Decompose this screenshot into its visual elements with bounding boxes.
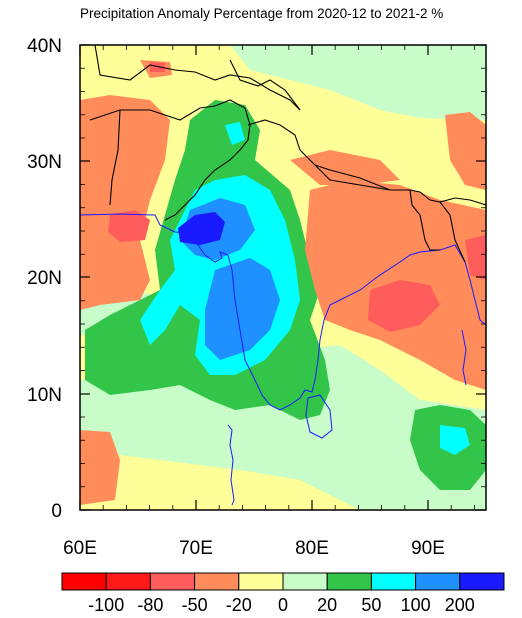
indian-coast — [80, 213, 486, 411]
field-light-green-south — [80, 345, 486, 510]
x-tick-label: 70E — [179, 538, 213, 559]
field-cyan-east — [440, 425, 470, 455]
x-tick-label: 80E — [295, 538, 329, 559]
color-bar-label: 200 — [445, 595, 475, 615]
color-bar-swatch — [149, 572, 196, 591]
field-orange-northeast — [290, 150, 400, 185]
country-borders — [89, 45, 486, 263]
y-tick-label: 10N — [27, 385, 62, 406]
color-bar-label: 100 — [401, 595, 431, 615]
color-bar-swatch — [326, 572, 372, 591]
maldives-coast — [227, 424, 235, 506]
color-bar-label: -20 — [226, 595, 252, 615]
field-red-west — [108, 210, 150, 242]
color-bar-swatch — [194, 572, 240, 591]
major-ticks — [79, 44, 486, 511]
field-blue-lower — [205, 258, 280, 360]
border-india-north — [247, 119, 486, 206]
y-tick-label: 40N — [27, 36, 62, 57]
border-north — [94, 45, 301, 111]
x-axis-labels: 60E 70E 80E 90E — [63, 538, 445, 559]
color-bar-label: -50 — [182, 595, 208, 615]
color-bar — [61, 572, 505, 591]
border-pakistan — [89, 99, 251, 221]
color-bar-swatch — [282, 572, 328, 591]
y-tick-label: 0 — [51, 501, 62, 522]
color-bar-swatch — [370, 572, 417, 591]
field-deep-blue — [178, 212, 225, 245]
color-bar-label: -80 — [137, 595, 163, 615]
color-bar-label: 50 — [361, 595, 381, 615]
color-bar-swatch — [61, 572, 107, 591]
field-orange-west — [80, 95, 170, 310]
x-tick-label: 90E — [411, 538, 445, 559]
coastline — [80, 213, 486, 506]
sri-lanka-coast — [305, 394, 333, 439]
color-bar-swatch — [238, 572, 284, 591]
field-red-east — [465, 235, 486, 280]
field-light-green-north — [230, 45, 486, 120]
x-tick-label: 60E — [63, 538, 97, 559]
border-bangladesh-east — [439, 201, 466, 263]
anomaly-field — [80, 45, 486, 510]
y-axis-labels: 0 10N 20N 30N 40N — [27, 36, 62, 522]
minor-ticks — [80, 45, 486, 510]
border-nepal — [314, 164, 391, 191]
field-red-central — [368, 280, 440, 332]
border-bangladesh-west — [409, 189, 440, 251]
border-kashmir — [229, 59, 301, 111]
color-bar-labels: -100 -80 -50 -20 0 20 50 100 200 — [88, 595, 475, 615]
color-bar-label: -100 — [88, 595, 124, 615]
color-bar-swatch — [415, 572, 461, 591]
field-orange-southwest — [80, 430, 120, 505]
andaman-coast — [461, 329, 467, 386]
color-bar-label: 0 — [278, 595, 288, 615]
border-iran — [109, 109, 121, 206]
field-cyan-north — [225, 122, 245, 145]
y-tick-label: 20N — [27, 268, 62, 289]
field-orange-tibet — [445, 112, 486, 190]
color-bar-swatch — [459, 572, 505, 591]
map-title: Precipitation Anomaly Percentage from 20… — [80, 6, 444, 21]
color-bar-swatch — [105, 572, 151, 591]
color-bar-label: 20 — [317, 595, 337, 615]
y-tick-label: 30N — [27, 152, 62, 173]
